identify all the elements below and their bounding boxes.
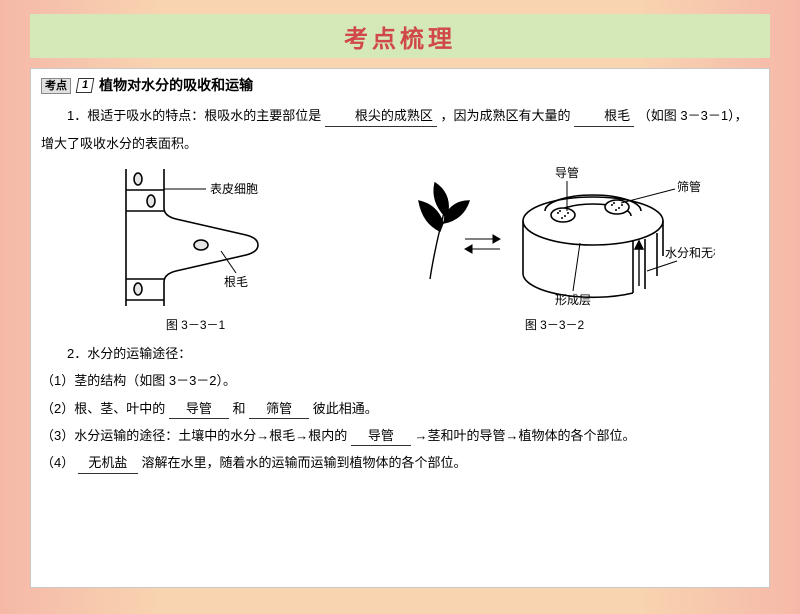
s3-lead: （3）水分运输的途径：土壤中的水分→根毛→根内的 (41, 428, 347, 443)
content-panel: 考点 1 植物对水分的吸收和运输 1．根适于吸水的特点：根吸水的主要部位是 根尖… (30, 68, 770, 588)
header-banner: 考点梳理 (30, 14, 770, 58)
sub-4: （4） 无机盐 溶解在水里，随着水的运输而运输到植物体的各个部位。 (41, 449, 759, 476)
blank-root-hair: 根毛 (574, 107, 634, 126)
blank-root-zone: 根尖的成熟区 (325, 107, 437, 126)
keypoint-tag: 考点 (41, 78, 71, 94)
s4-tail: 溶解在水里，随着水的运输而运输到植物体的各个部位。 (141, 455, 466, 470)
keypoint-number: 1 (76, 78, 95, 93)
sub-1: （1）茎的结构（如图 3－3－2）。 (41, 367, 759, 394)
sub-2: （2）根、茎、叶中的 导管 和 筛管 彼此相通。 (41, 395, 759, 422)
figure-1: 表皮细胞 根毛 图 3－3－1 (86, 161, 306, 338)
s2-lead: （2）根、茎、叶中的 (41, 401, 165, 416)
p1-lead: 1．根适于吸水的特点：根吸水的主要部位是 (67, 108, 321, 123)
label-epidermis: 表皮细胞 (210, 182, 258, 196)
stem-cross-section: 导管 筛管 水分和无机盐 形成层 (395, 161, 715, 311)
page-title: 考点梳理 (344, 19, 456, 54)
paragraph-2-head: 2．水分的运输途径： (41, 340, 759, 367)
keypoint-title: 植物对水分的吸收和运输 (99, 71, 253, 100)
blank-daoguan: 导管 (169, 400, 229, 419)
figure-2: 导管 筛管 水分和无机盐 形成层 图 3－3－2 (395, 161, 715, 338)
s4-lead: （4） (41, 455, 74, 470)
label-daoguan: 导管 (555, 165, 579, 180)
blank-wujiyan: 无机盐 (78, 454, 138, 473)
s2-mid: 和 (232, 401, 245, 416)
s3-tail: →茎和叶的导管→植物体的各个部位。 (414, 428, 635, 443)
figure-2-caption: 图 3－3－2 (395, 313, 715, 338)
p1-mid: ，因为成熟区有大量的 (441, 108, 571, 123)
label-roothair: 根毛 (224, 275, 248, 289)
blank-daoguan-2: 导管 (351, 427, 411, 446)
keypoint-header: 考点 1 植物对水分的吸收和运输 (41, 71, 759, 100)
s2-tail: 彼此相通。 (313, 401, 378, 416)
sub-3: （3）水分运输的途径：土壤中的水分→根毛→根内的 导管 →茎和叶的导管→植物体的… (41, 422, 759, 449)
figures-row: 表皮细胞 根毛 图 3－3－1 (41, 161, 759, 338)
label-xingcheng: 形成层 (555, 293, 591, 307)
root-hair-diagram: 表皮细胞 根毛 (86, 161, 306, 311)
paragraph-1: 1．根适于吸水的特点：根吸水的主要部位是 根尖的成熟区 ，因为成熟区有大量的 根… (41, 102, 759, 157)
figure-1-caption: 图 3－3－1 (86, 313, 306, 338)
label-shaiguan: 筛管 (677, 179, 701, 194)
blank-shaiguan: 筛管 (249, 400, 309, 419)
label-shuifen: 水分和无机盐 (665, 246, 715, 260)
